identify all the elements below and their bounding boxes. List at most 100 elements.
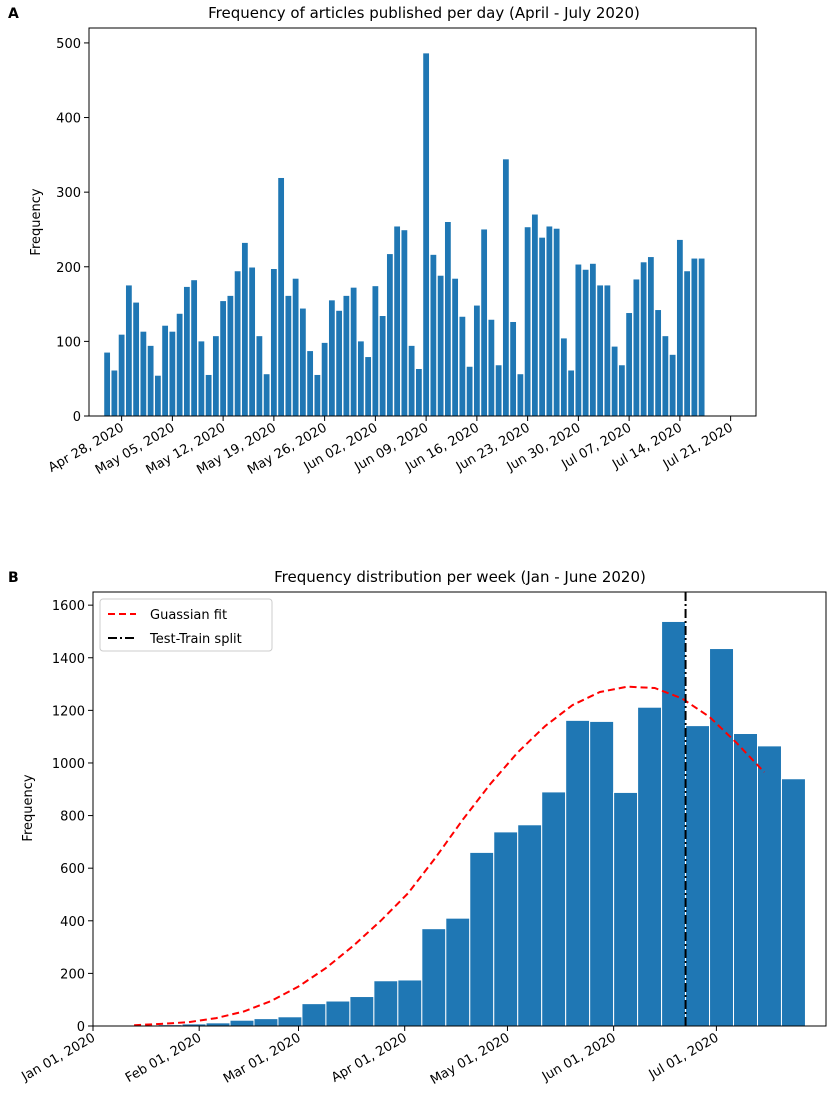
bar bbox=[640, 262, 647, 416]
bar bbox=[205, 374, 212, 416]
y-tick-label: 500 bbox=[56, 37, 81, 52]
chart-b-x-ticks: Jan 01, 2020 Feb 01, 2020 Mar 01, 2020 Apr … bbox=[19, 1026, 722, 1088]
bar bbox=[565, 719, 591, 1027]
bar bbox=[278, 177, 285, 416]
bar bbox=[277, 1016, 303, 1027]
bar bbox=[321, 342, 328, 416]
bar bbox=[613, 791, 639, 1027]
bar bbox=[633, 279, 640, 416]
chart-b-legend: Guassian fit Test-Train split bbox=[99, 598, 273, 652]
bar bbox=[568, 370, 575, 416]
bar bbox=[379, 316, 386, 416]
y-tick-label: 300 bbox=[56, 186, 81, 201]
bar bbox=[212, 336, 219, 416]
chart-a-frame bbox=[88, 27, 757, 417]
bar bbox=[373, 980, 399, 1027]
legend-gaussian-label: Guassian fit bbox=[150, 608, 227, 623]
y-tick-label: 1000 bbox=[52, 757, 85, 772]
bar bbox=[553, 228, 560, 416]
bar bbox=[111, 370, 118, 416]
bar bbox=[241, 242, 248, 416]
bar bbox=[256, 336, 263, 416]
bar bbox=[343, 295, 350, 416]
bar bbox=[176, 313, 183, 416]
bar bbox=[604, 285, 611, 416]
bar bbox=[685, 725, 711, 1027]
bar bbox=[423, 53, 430, 416]
bar bbox=[539, 237, 546, 416]
bar bbox=[662, 336, 669, 416]
bar bbox=[546, 226, 553, 416]
bar bbox=[234, 271, 241, 416]
chart-b-frame bbox=[92, 591, 827, 1027]
x-tick-label: Jan 01, 2020 bbox=[19, 1030, 98, 1085]
bar bbox=[780, 778, 806, 1027]
bar bbox=[647, 257, 654, 416]
bar bbox=[698, 258, 705, 416]
bar bbox=[582, 269, 589, 416]
y-tick-label: 1200 bbox=[52, 704, 85, 719]
bar bbox=[191, 280, 198, 416]
bar bbox=[133, 302, 140, 416]
bar bbox=[517, 374, 524, 416]
y-tick-label: 400 bbox=[56, 112, 81, 127]
bar bbox=[437, 275, 444, 416]
bar bbox=[301, 1003, 327, 1027]
bar bbox=[495, 365, 502, 416]
bar bbox=[162, 325, 169, 416]
bar bbox=[285, 295, 292, 416]
bar bbox=[147, 345, 154, 416]
chart-a-bars bbox=[104, 53, 705, 417]
bar bbox=[408, 345, 415, 416]
bar bbox=[488, 319, 495, 416]
panel-a: A Frequency of articles published per da… bbox=[8, 4, 757, 478]
y-tick-label: 200 bbox=[60, 967, 85, 982]
bar bbox=[421, 928, 447, 1027]
y-tick-label: 1400 bbox=[52, 652, 85, 667]
bar bbox=[220, 301, 227, 416]
y-tick-label: 1600 bbox=[52, 599, 85, 614]
bar bbox=[169, 331, 176, 416]
bar bbox=[541, 791, 567, 1027]
bar bbox=[386, 254, 393, 416]
bar bbox=[198, 341, 205, 416]
bar bbox=[626, 313, 633, 416]
bar bbox=[328, 300, 335, 416]
bar bbox=[618, 365, 625, 416]
bar bbox=[469, 851, 495, 1027]
bar bbox=[394, 226, 401, 416]
bar bbox=[502, 159, 509, 417]
bar bbox=[104, 352, 111, 416]
bar bbox=[655, 310, 662, 416]
x-tick-label: Feb 01, 2020 bbox=[123, 1030, 204, 1086]
bar bbox=[299, 308, 306, 416]
panel-a-label: A bbox=[8, 6, 19, 22]
chart-b-y-label: Frequency bbox=[21, 774, 36, 841]
bar bbox=[357, 341, 364, 416]
x-tick-label: Jul 01, 2020 bbox=[646, 1030, 722, 1082]
bar bbox=[140, 331, 147, 416]
bar bbox=[229, 1019, 255, 1027]
bar bbox=[183, 286, 190, 416]
chart-b-y-ticks: 0 200 400 600 800 1000 1200 1400 1600 bbox=[52, 599, 93, 1035]
bar bbox=[575, 264, 582, 416]
bar bbox=[415, 368, 422, 416]
bar bbox=[154, 375, 161, 416]
bar bbox=[249, 267, 256, 416]
bar bbox=[517, 824, 543, 1027]
bar bbox=[661, 620, 687, 1027]
legend-split-label: Test-Train split bbox=[149, 632, 242, 647]
bar bbox=[445, 917, 471, 1027]
x-tick-label: Mar 01, 2020 bbox=[221, 1030, 303, 1086]
bar bbox=[253, 1018, 279, 1027]
bar bbox=[756, 745, 782, 1027]
chart-b-bars bbox=[133, 620, 806, 1027]
y-tick-label: 0 bbox=[77, 1020, 85, 1035]
bar bbox=[307, 351, 314, 416]
x-tick-label: Jun 01, 2020 bbox=[539, 1030, 619, 1085]
bar bbox=[401, 230, 408, 416]
bar bbox=[531, 214, 538, 416]
bar bbox=[452, 278, 459, 416]
y-tick-label: 800 bbox=[60, 810, 85, 825]
